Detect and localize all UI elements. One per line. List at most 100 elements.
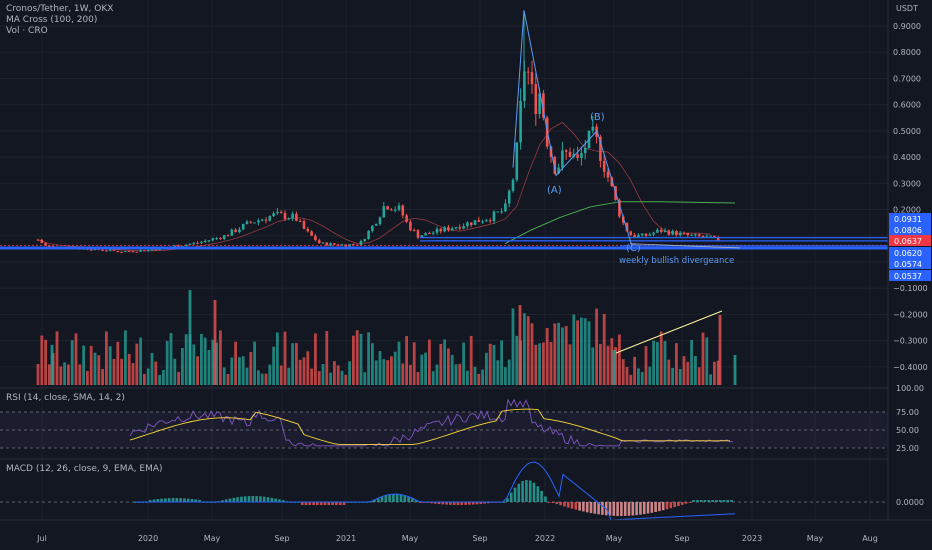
price-label-2: 0.0637: [894, 237, 922, 246]
vol-legend[interactable]: Vol · CRO: [6, 26, 48, 36]
candle-117: [481, 221, 484, 223]
macd-hist-4: [148, 499, 152, 502]
macd-hist-107: [540, 490, 543, 502]
macd-hist-38: [278, 499, 281, 502]
macd-hist-84: [452, 502, 456, 505]
volume-bar-73: [314, 333, 317, 385]
candle-49: [222, 235, 226, 240]
candle-177: [709, 235, 712, 237]
candle-60: [264, 219, 268, 221]
macd-hist-119: [585, 502, 589, 513]
macd-hist-132: [635, 502, 638, 516]
candle-28: [143, 250, 146, 252]
candle-61: [268, 216, 272, 221]
candle-21: [116, 250, 120, 252]
ma-legend[interactable]: MA Cross (100, 200): [6, 15, 98, 25]
candle-171: [686, 232, 690, 236]
volume-bar-146: [591, 347, 595, 385]
volume-bar-101: [420, 354, 424, 385]
rsi-top-tick: 100.00: [896, 384, 924, 393]
macd-hist-114: [566, 502, 570, 508]
wave-line: [512, 10, 633, 247]
candle-115: [473, 220, 477, 225]
volume-bar-49: [222, 367, 226, 385]
macd-hist-24: [224, 499, 228, 502]
candle-149: [602, 161, 606, 172]
time-tick-10: 2023: [742, 534, 762, 543]
volume-bar-105: [435, 364, 439, 385]
rsi-legend[interactable]: RSI (14, close, SMA, 14, 2): [6, 393, 125, 403]
volume-bar-66: [287, 367, 291, 385]
macd-hist-152: [711, 500, 714, 502]
macd-hist-65: [380, 496, 384, 502]
volume-spike-5: [718, 315, 722, 385]
volume-bar-102: [424, 352, 427, 385]
macd-hist-157: [730, 500, 733, 502]
macd-hist-50: [323, 502, 327, 505]
volume-bar-170: [682, 356, 686, 385]
candle-129: [526, 71, 530, 73]
macd-hist-153: [715, 500, 718, 502]
candle-125: [511, 179, 515, 191]
macd-hist-74: [414, 499, 418, 502]
macd-hist-48: [316, 502, 319, 505]
candle-150: [606, 171, 610, 178]
volume-bar-58: [257, 370, 260, 385]
candle-160: [644, 233, 648, 236]
macd-hist-75: [418, 502, 422, 503]
volume-bar-23: [124, 330, 127, 385]
volume-bar-172: [690, 339, 693, 385]
candle-39: [184, 244, 188, 247]
candle-131: [534, 84, 538, 115]
candle-142: [576, 154, 579, 158]
macd-legend[interactable]: MACD (12, 26, close, 9, EMA, EMA): [6, 464, 163, 474]
volume-bar-119: [488, 343, 492, 385]
volume-bar-88: [371, 343, 374, 385]
macd-hist-143: [677, 502, 680, 506]
candle-57: [253, 222, 256, 224]
candle-132: [538, 93, 541, 115]
candle-151: [610, 177, 614, 187]
candle-107: [443, 227, 446, 232]
volume-bar-27: [139, 337, 142, 385]
wave-c-label: (C): [626, 243, 641, 254]
symbol-legend[interactable]: Cronos/Tether, 1W, OKX: [6, 4, 114, 14]
volume-bar-28: [143, 374, 146, 385]
candle-176: [705, 236, 709, 238]
macd-hist-110: [551, 502, 555, 503]
candle-127: [519, 100, 522, 143]
candle-116: [477, 220, 481, 222]
volume-bar-151: [610, 338, 614, 385]
macd-hist-108: [544, 496, 547, 502]
candle-29: [146, 250, 150, 252]
candle-22: [120, 251, 123, 253]
volume-bar-121: [496, 360, 500, 385]
candle-31: [154, 249, 158, 251]
candle-48: [219, 237, 222, 240]
volume-bar-108: [447, 348, 450, 385]
candle-47: [215, 237, 218, 239]
price-tick-7: 0.2000: [893, 206, 921, 215]
time-tick-7: 2022: [535, 534, 555, 543]
macd-hist-46: [308, 502, 312, 505]
candle-105: [435, 228, 439, 233]
macd-hist-92: [483, 502, 486, 504]
volume-bar-138: [561, 327, 564, 385]
volume-bar-165: [663, 341, 667, 385]
volume-bar-132: [538, 343, 541, 385]
macd-hist-7: [160, 498, 163, 502]
macd-tick-0: 0.0000: [896, 498, 924, 507]
candle-36: [173, 245, 177, 247]
price-label-box-3: [889, 247, 931, 258]
macd-hist-140: [665, 502, 669, 510]
volume-bar-77: [329, 372, 332, 385]
macd-hist-66: [384, 495, 388, 502]
moving-averages: [37, 121, 736, 252]
macd-hist-89: [471, 502, 475, 505]
price-label-5: 0.0537: [894, 272, 922, 281]
macd-hist-104: [528, 480, 532, 502]
macd-hist-122: [597, 502, 600, 515]
macd-line: [135, 461, 736, 521]
candle-93: [390, 209, 393, 211]
